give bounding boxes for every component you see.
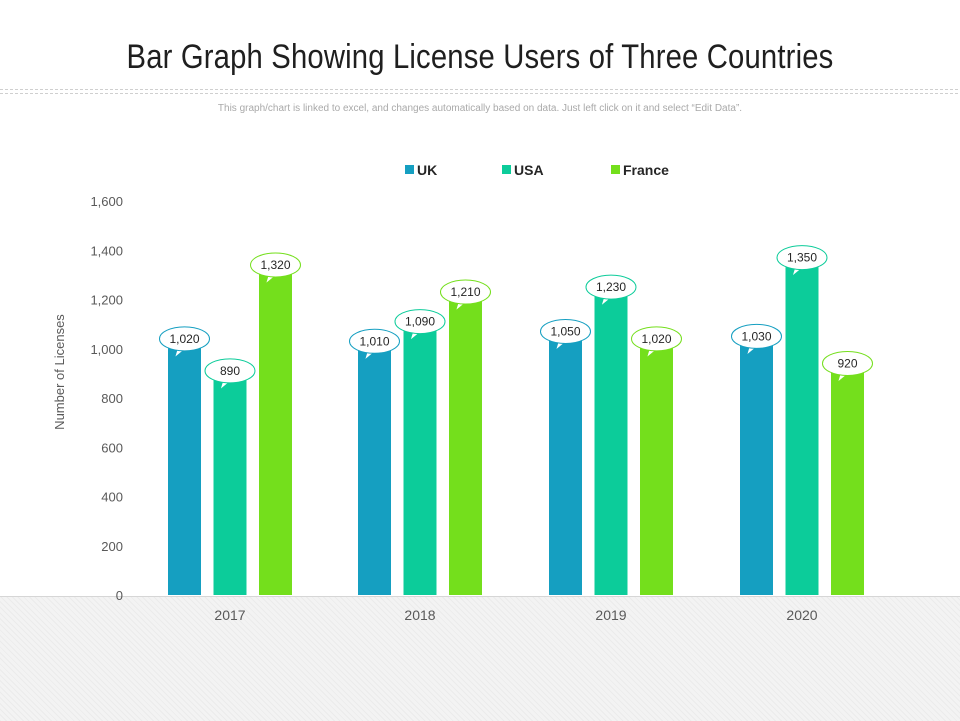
x-axis: 2017 2018 2019 2020 bbox=[214, 607, 817, 623]
data-label: 1,020 bbox=[631, 326, 682, 360]
data-label: 1,210 bbox=[440, 279, 491, 313]
data-label: 890 bbox=[204, 358, 256, 392]
legend-label: USA bbox=[514, 162, 544, 178]
y-axis-title: Number of Licenses bbox=[52, 314, 67, 430]
bar-france-2017[interactable] bbox=[259, 269, 292, 595]
data-label: 1,050 bbox=[540, 318, 591, 352]
floor-band bbox=[0, 596, 960, 721]
bar-uk-2017[interactable] bbox=[168, 343, 201, 595]
data-label: 1,320 bbox=[250, 252, 301, 286]
y-tick-label: 0 bbox=[116, 588, 123, 603]
x-tick-label: 2018 bbox=[404, 607, 435, 623]
bar-usa-2017[interactable] bbox=[213, 375, 247, 595]
bar-france-2018[interactable] bbox=[449, 297, 482, 595]
data-label-bubble bbox=[776, 245, 828, 271]
legend-item-usa: USA bbox=[502, 162, 544, 178]
data-label: 1,010 bbox=[349, 328, 400, 362]
page-subtitle: This graph/chart is linked to excel, and… bbox=[217, 103, 743, 114]
data-label-text: 1,230 bbox=[596, 280, 626, 294]
data-label-text: 1,050 bbox=[550, 324, 580, 338]
bar-usa-2018[interactable] bbox=[403, 326, 437, 595]
data-label-bubble bbox=[159, 326, 210, 352]
data-label-bubble bbox=[440, 279, 491, 305]
page-title: Bar Graph Showing License Users of Three… bbox=[126, 38, 834, 76]
y-tick-label: 400 bbox=[101, 490, 123, 505]
legend-label: UK bbox=[417, 162, 437, 178]
data-label: 1,090 bbox=[394, 309, 446, 343]
data-label-bubble bbox=[394, 309, 446, 335]
y-tick-label: 800 bbox=[101, 391, 123, 406]
bar-france-2019[interactable] bbox=[640, 343, 673, 595]
data-labels: 1,020 1,010 1,050 1,030 890 1,090 1,230 1,350 1,… bbox=[159, 245, 873, 392]
y-axis: 0 200 400 600 800 1,000 1,200 1,400 1,600 Number … bbox=[52, 194, 123, 603]
data-label: 1,350 bbox=[776, 245, 828, 278]
data-label-text: 1,020 bbox=[641, 332, 671, 346]
x-tick-label: 2019 bbox=[595, 607, 626, 623]
legend-swatch bbox=[405, 165, 414, 174]
data-label: 1,020 bbox=[159, 326, 210, 360]
chart-legend: UK USA France bbox=[405, 162, 669, 178]
bar-france-2020[interactable] bbox=[831, 368, 864, 595]
data-label-bubble bbox=[349, 328, 400, 354]
data-label-text: 1,030 bbox=[741, 329, 771, 343]
y-tick-label: 200 bbox=[101, 539, 123, 554]
x-tick-label: 2020 bbox=[786, 607, 817, 623]
data-label-bubble bbox=[204, 358, 256, 384]
data-label-bubble bbox=[822, 350, 873, 376]
data-label-text: 1,010 bbox=[359, 334, 389, 348]
x-tick-label: 2017 bbox=[214, 607, 245, 623]
data-label: 920 bbox=[822, 350, 873, 384]
bar-usa-2020[interactable] bbox=[785, 262, 819, 595]
y-tick-label: 1,400 bbox=[90, 243, 123, 258]
y-tick-label: 1,200 bbox=[90, 293, 123, 308]
bar-usa-2019[interactable] bbox=[594, 292, 628, 595]
y-tick-label: 1,000 bbox=[90, 342, 123, 357]
bar-uk-2018[interactable] bbox=[358, 346, 391, 595]
data-label-bubble bbox=[631, 326, 682, 352]
data-label-bubble bbox=[250, 252, 301, 278]
data-label-text: 890 bbox=[220, 364, 240, 378]
data-label: 1,030 bbox=[731, 323, 782, 357]
legend-item-uk: UK bbox=[405, 162, 437, 178]
bar-uk-2020[interactable] bbox=[740, 341, 773, 595]
data-label-text: 1,020 bbox=[169, 332, 199, 346]
title-divider bbox=[0, 88, 960, 96]
bars bbox=[168, 262, 864, 595]
data-label-text: 920 bbox=[837, 356, 857, 370]
legend-swatch bbox=[611, 165, 620, 174]
y-tick-label: 1,600 bbox=[90, 194, 123, 209]
data-label-bubble bbox=[585, 274, 637, 300]
data-label-bubble bbox=[731, 323, 782, 349]
y-tick-label: 600 bbox=[101, 440, 123, 455]
legend-item-france: France bbox=[611, 162, 669, 178]
legend-swatch bbox=[502, 165, 511, 174]
data-label-text: 1,350 bbox=[787, 251, 817, 265]
bar-uk-2019[interactable] bbox=[549, 336, 582, 595]
data-label-text: 1,210 bbox=[450, 285, 480, 299]
data-label-bubble bbox=[540, 318, 591, 344]
data-label-text: 1,320 bbox=[260, 258, 290, 272]
legend-label: France bbox=[623, 162, 669, 178]
data-label-text: 1,090 bbox=[405, 315, 435, 329]
data-label: 1,230 bbox=[585, 274, 637, 308]
